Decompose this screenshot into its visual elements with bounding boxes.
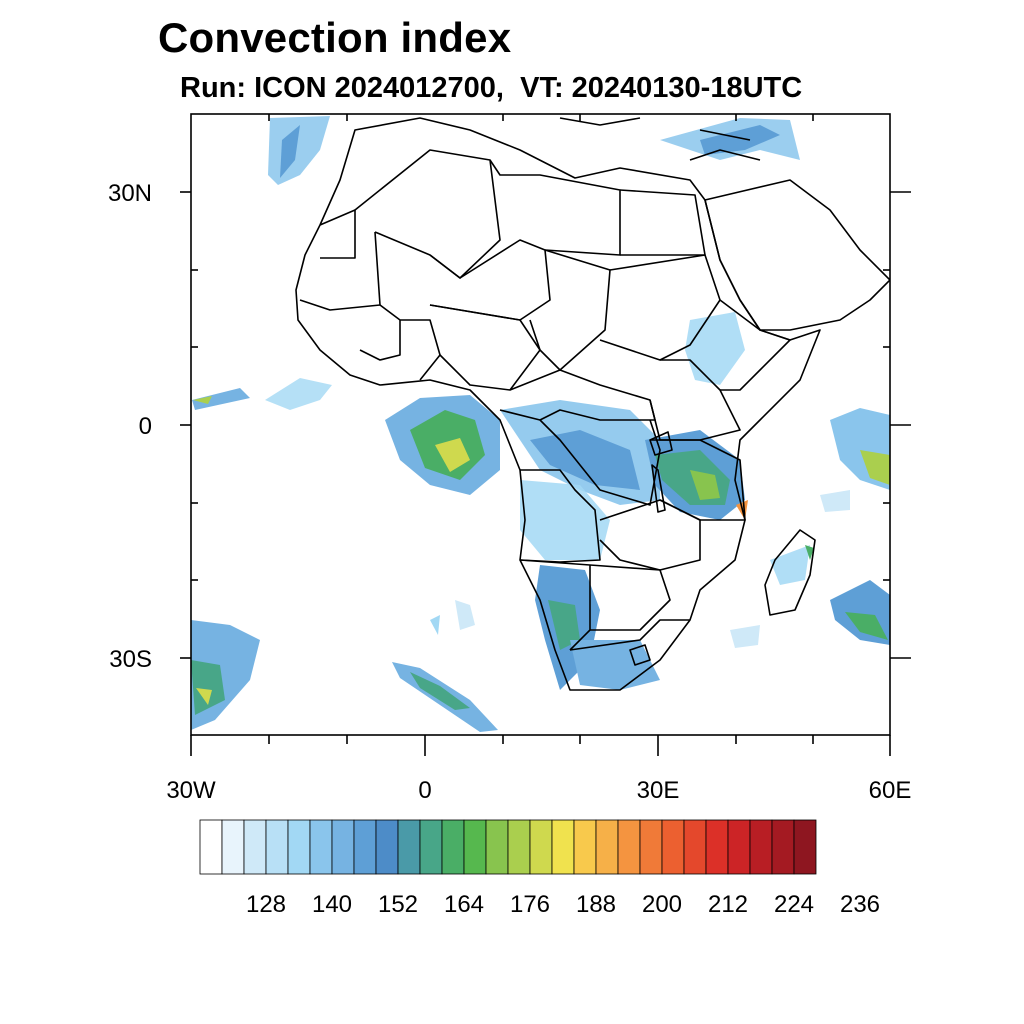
colorbar-box xyxy=(683,819,707,875)
colorbar-box xyxy=(661,819,685,875)
convection-area-west-africa-core xyxy=(193,396,212,404)
convection-field xyxy=(191,116,890,732)
convection-area-east-africa-core xyxy=(690,470,720,500)
convection-area-ethiopia xyxy=(685,312,745,385)
colorbar-box xyxy=(463,819,487,875)
convection-area-small-4 xyxy=(820,490,850,512)
convection-area-west-africa xyxy=(192,388,250,410)
convection-area-madagascar-core xyxy=(805,545,814,560)
convection-area-indian-ocean-core xyxy=(860,450,890,485)
colorbar-box xyxy=(529,819,553,875)
convection-area-small-2 xyxy=(455,600,475,630)
chart-subtitle: Run: ICON 2024012700, VT: 20240130-18UTC xyxy=(180,72,803,104)
x-tick-label-60E: 60E xyxy=(869,777,912,804)
europe-coastline xyxy=(559,117,761,161)
colorbar xyxy=(199,819,817,875)
border-egypt xyxy=(619,189,706,256)
y-tick-label-0: 0 xyxy=(139,413,152,440)
colorbar-box xyxy=(243,819,267,875)
convection-area-south-atlantic-green xyxy=(191,660,225,715)
border-congo xyxy=(499,409,661,506)
colorbar-box xyxy=(375,819,399,875)
colorbar-box xyxy=(617,819,641,875)
convection-area-small-3 xyxy=(730,625,760,648)
convection-area-small-1 xyxy=(430,615,440,635)
arabia-coastline xyxy=(704,179,890,331)
convection-area-namibia-core xyxy=(548,600,580,650)
x-tick-label-30E: 30E xyxy=(637,777,680,804)
colorbar-box xyxy=(287,819,311,875)
colorbar-box xyxy=(441,819,465,875)
border-lake-victoria xyxy=(649,431,673,456)
colorbar-label: 212 xyxy=(708,891,748,918)
colorbar-labels: 128 140 152 164 176 188 200 212 224 236 xyxy=(246,891,880,918)
y-tick-label-30S: 30S xyxy=(109,646,152,673)
convection-area-indian-ocean-south-core xyxy=(845,612,888,640)
colorbar-box xyxy=(727,819,751,875)
border-west-sahara xyxy=(319,209,356,259)
border-libya xyxy=(489,159,621,256)
chart-title: Convection index xyxy=(158,14,512,61)
colorbar-box xyxy=(771,819,795,875)
convection-area-guinea xyxy=(265,378,332,410)
colorbar-label: 164 xyxy=(444,891,484,918)
x-axis-ticks xyxy=(190,114,891,756)
convection-area-central-mid xyxy=(530,430,640,490)
border-namibia-botswana xyxy=(519,559,671,651)
convection-area-south-atlantic-core xyxy=(196,688,212,705)
border-lesotho xyxy=(629,644,651,666)
colorbar-box xyxy=(199,819,223,875)
border-zambia-moz xyxy=(599,499,701,571)
colorbar-label: 188 xyxy=(576,891,616,918)
x-tick-label-30W: 30W xyxy=(166,777,216,804)
colorbar-box xyxy=(749,819,773,875)
border-lake-tanganyika xyxy=(651,464,666,513)
convection-area-frontal-core xyxy=(410,672,470,710)
colorbar-box xyxy=(573,819,597,875)
convection-area-east-med-core xyxy=(700,125,780,155)
colorbar-box xyxy=(353,819,377,875)
colorbar-box xyxy=(309,819,333,875)
x-tick-label-0: 0 xyxy=(418,777,431,804)
border-nigeria xyxy=(429,304,541,391)
border-mali xyxy=(299,231,381,311)
y-tick-label-30N: 30N xyxy=(108,180,152,207)
border-drc-angola xyxy=(519,469,601,563)
colorbar-label: 176 xyxy=(510,891,550,918)
colorbar-box xyxy=(485,819,509,875)
colorbar-box xyxy=(397,819,421,875)
y-axis-ticks xyxy=(180,191,911,659)
coastlines-borders xyxy=(295,117,890,691)
madagascar-coastline xyxy=(764,529,816,616)
convection-area-north-atlantic-core xyxy=(280,125,300,178)
colorbar-label: 224 xyxy=(774,891,814,918)
colorbar-box xyxy=(221,819,245,875)
colorbar-label: 152 xyxy=(378,891,418,918)
convection-area-gulf-yellow xyxy=(435,438,470,472)
colorbar-box xyxy=(331,819,355,875)
border-sudan xyxy=(599,254,721,361)
colorbar-box xyxy=(419,819,443,875)
convection-area-angola xyxy=(520,480,610,560)
border-ethiopia-somalia xyxy=(719,299,791,391)
colorbar-label: 140 xyxy=(312,891,352,918)
border-south-africa xyxy=(569,619,690,651)
colorbar-box xyxy=(705,819,729,875)
border-chad xyxy=(529,249,611,371)
colorbar-box xyxy=(639,819,663,875)
colorbar-box xyxy=(507,819,531,875)
colorbar-label: 128 xyxy=(246,891,286,918)
colorbar-box xyxy=(551,819,575,875)
colorbar-box xyxy=(793,819,817,875)
convection-area-madagascar xyxy=(770,545,810,585)
colorbar-label: 200 xyxy=(642,891,682,918)
colorbar-label: 236 xyxy=(840,891,880,918)
colorbar-box xyxy=(595,819,619,875)
colorbar-box xyxy=(265,819,289,875)
border-gulf-states xyxy=(359,304,441,381)
